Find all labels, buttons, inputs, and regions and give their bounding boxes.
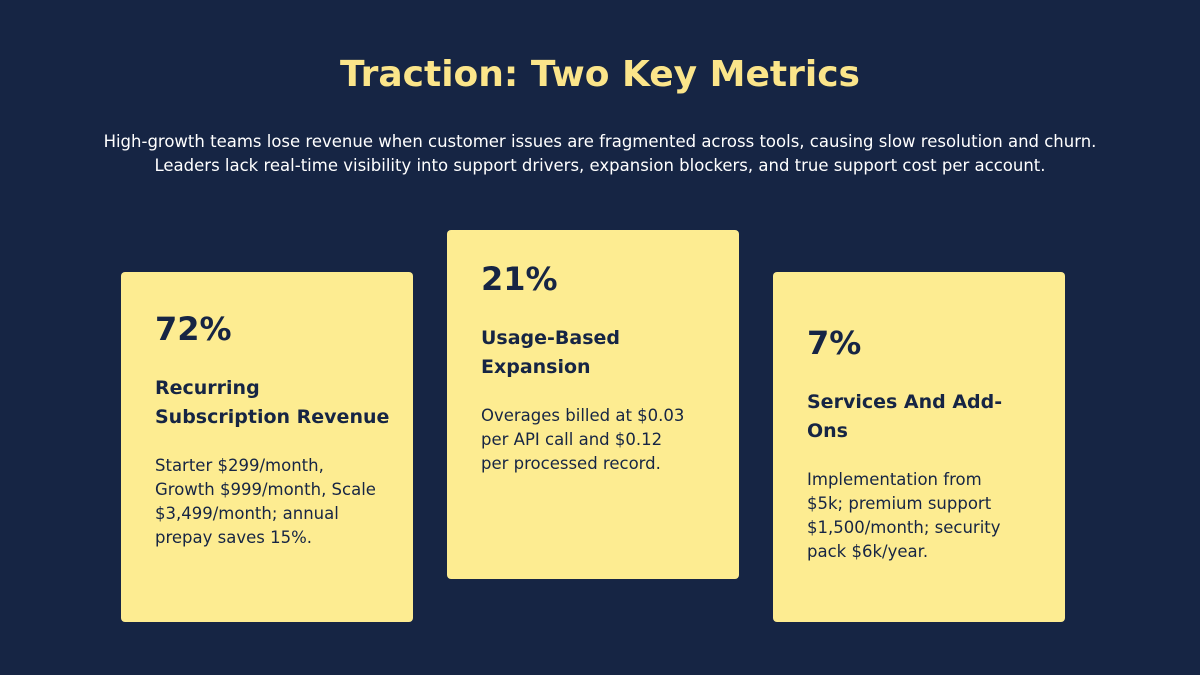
card-body-line: Growth $999/month, Scale (155, 480, 376, 499)
card-body: Starter $299/month, Growth $999/month, Sc… (155, 454, 413, 550)
card-title: Services And Add- Ons (807, 388, 1065, 446)
subtitle: High-growth teams lose revenue when cust… (0, 130, 1200, 178)
card-title-line: Recurring (155, 377, 260, 399)
card-body: Overages billed at $0.03 per API call and… (481, 404, 739, 476)
card-body-line: Overages billed at $0.03 (481, 406, 685, 425)
title: Traction: Two Key Metrics (340, 54, 860, 95)
metric-card: 7% Services And Add- Ons Implementation fro… (773, 272, 1065, 622)
metric-card: 21% Usage-Based Expansion Overages billed a… (447, 230, 739, 579)
card-body-line: $1,500/month; security (807, 518, 1001, 537)
card-body-line: Starter $299/month, (155, 456, 324, 475)
subtitle-line: High-growth teams lose revenue when cust… (103, 132, 1097, 151)
metric-value: 72% (155, 310, 232, 348)
metric-value: 7% (807, 324, 862, 362)
card-title-line: Usage-Based (481, 327, 621, 349)
card-title-line: Ons (807, 420, 848, 442)
card-title-line: Expansion (481, 356, 591, 378)
metric-card: 72% Recurring Subscription Revenue Starter … (121, 272, 413, 622)
card-title: Recurring Subscription Revenue (155, 374, 413, 432)
card-title-line: Subscription Revenue (155, 406, 390, 428)
card-body-line: prepay saves 15%. (155, 528, 313, 547)
card-body-line: $5k; premium support (807, 494, 992, 513)
card-body-line: Implementation from (807, 470, 982, 489)
metric-value: 21% (481, 260, 558, 298)
card-body-line: $3,499/month; annual (155, 504, 339, 523)
card-body-line: pack $6k/year. (807, 542, 929, 561)
card-title-line: Services And Add- (807, 391, 1003, 413)
card-title: Usage-Based Expansion (481, 324, 739, 382)
card-body-line: per API call and $0.12 (481, 430, 663, 449)
card-body-line: per processed record. (481, 454, 661, 473)
card-body: Implementation from $5k; premium support $… (807, 468, 1065, 564)
subtitle-line: Leaders lack real-time visibility into s… (154, 156, 1046, 175)
